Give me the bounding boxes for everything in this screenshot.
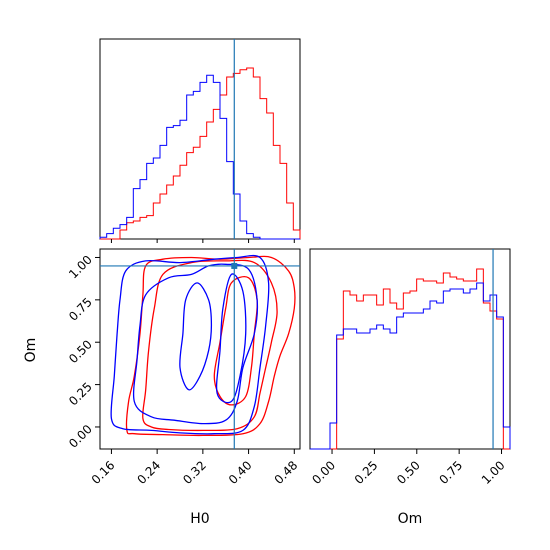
y-axis-label-om: Om	[23, 338, 39, 363]
joint-clipped-group	[100, 249, 300, 449]
marginal-h0-blue-histogram	[99, 74, 300, 240]
marginal-h0-histograms	[99, 39, 301, 243]
x-axis-label-om: Om	[398, 511, 423, 527]
contour-blue-middle	[132, 263, 259, 425]
marginal-om-histograms	[310, 249, 511, 450]
marginal-om-frame	[309, 248, 511, 450]
x-axis-label-h0: H0	[190, 511, 209, 527]
joint-h0-om-panel: 0.16 0.24 0.32 0.40 0.48 0.000.250.500.751.0…	[23, 248, 301, 527]
joint-frame	[99, 248, 301, 450]
contour-red-middle	[142, 259, 278, 432]
marginal-h0-panel	[99, 38, 301, 243]
contour-red-outer	[125, 255, 296, 437]
marginal-om-red-histogram	[310, 268, 510, 450]
joint-contours	[100, 249, 300, 449]
truth-marker	[231, 262, 238, 269]
contour-blue-inner	[179, 282, 213, 391]
marginal-h0-frame	[99, 38, 301, 240]
marginal-om-blue-histogram	[310, 282, 511, 450]
marginal-h0-red-histogram	[100, 67, 301, 240]
contour-blue-outer	[110, 254, 270, 435]
